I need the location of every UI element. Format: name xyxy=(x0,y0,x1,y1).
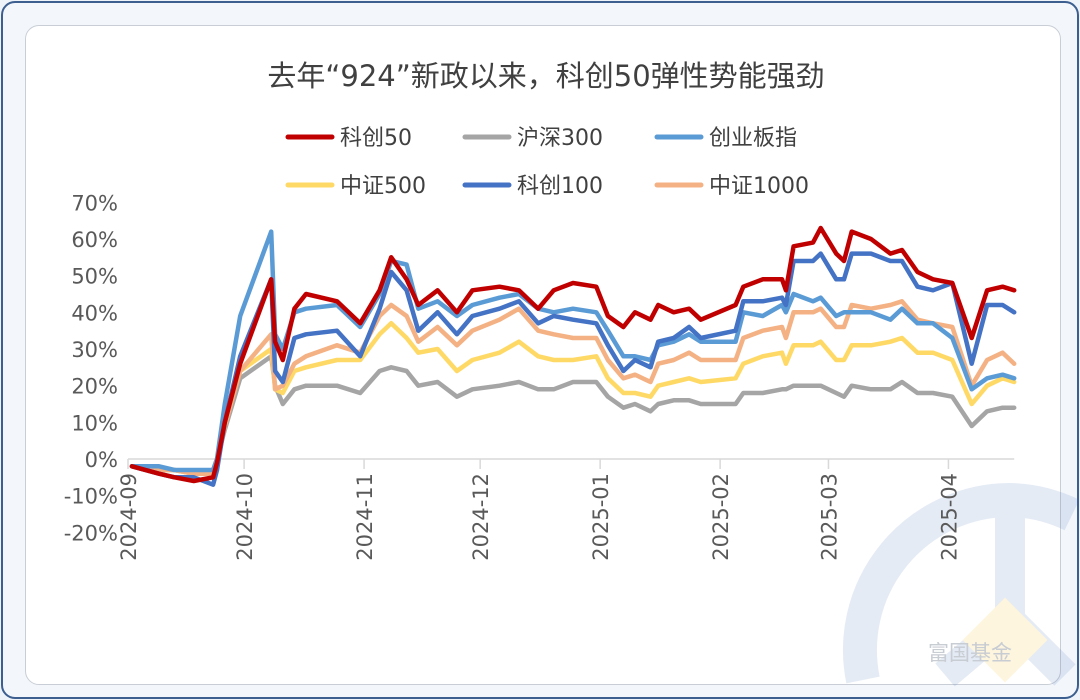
series-line-0 xyxy=(129,225,1017,484)
y-tick-label: 70% xyxy=(71,191,118,215)
x-tick-label: 2025-02 xyxy=(709,473,733,561)
legend-label: 沪深300 xyxy=(517,126,603,151)
x-tick-label: 2025-01 xyxy=(589,473,613,561)
legend-item: 创业板指 xyxy=(654,126,797,151)
legend-item: 科创100 xyxy=(462,174,603,199)
legend-label: 创业板指 xyxy=(709,126,797,151)
x-tick-label: 2024-11 xyxy=(353,473,377,561)
series-line-2 xyxy=(129,229,1017,473)
y-tick-label: 20% xyxy=(71,375,118,399)
x-tick-label: 2024-10 xyxy=(233,473,257,561)
y-tick-label: -10% xyxy=(64,485,118,509)
y-tick-label: -20% xyxy=(64,521,118,545)
y-tick-label: 60% xyxy=(71,228,118,252)
y-axis: 70% 60% 50% 40% 30% 20% 10% 0% -10% -20% xyxy=(64,191,118,545)
y-tick-label: 10% xyxy=(71,411,118,435)
x-tick-label: 2024-09 xyxy=(117,473,141,561)
legend-label: 中证500 xyxy=(340,174,426,199)
y-tick-label: 50% xyxy=(71,265,118,289)
series-line-1 xyxy=(129,354,1017,476)
legend-item: 沪深300 xyxy=(462,126,603,151)
x-axis: 2024-09 2024-10 2024-11 2024-12 2025-01 2025-… xyxy=(117,458,1015,561)
watermark-text: 富国基金 xyxy=(928,641,1012,665)
y-tick-label: 30% xyxy=(71,338,118,362)
x-tick-label: 2024-12 xyxy=(469,473,493,561)
chart-title: 去年“924”新政以来，科创50弹性势能强劲 xyxy=(267,59,824,93)
legend-item: 中证500 xyxy=(285,174,426,199)
series-line-5 xyxy=(129,299,1017,476)
legend-label: 科创100 xyxy=(517,174,603,199)
legend-item: 中证1000 xyxy=(654,174,809,199)
series-line-4 xyxy=(129,251,1017,487)
y-tick-label: 40% xyxy=(71,301,118,325)
y-tick-label: 0% xyxy=(85,448,118,472)
chart-card xyxy=(25,25,1061,685)
x-tick-label: 2025-04 xyxy=(937,473,961,561)
watermark-logo xyxy=(842,482,1080,687)
legend-label: 中证1000 xyxy=(709,174,809,199)
x-tick-label: 2025-03 xyxy=(817,473,841,561)
legend-item: 科创50 xyxy=(285,126,412,151)
legend-label: 科创50 xyxy=(340,126,412,151)
series-lines xyxy=(129,225,1017,487)
